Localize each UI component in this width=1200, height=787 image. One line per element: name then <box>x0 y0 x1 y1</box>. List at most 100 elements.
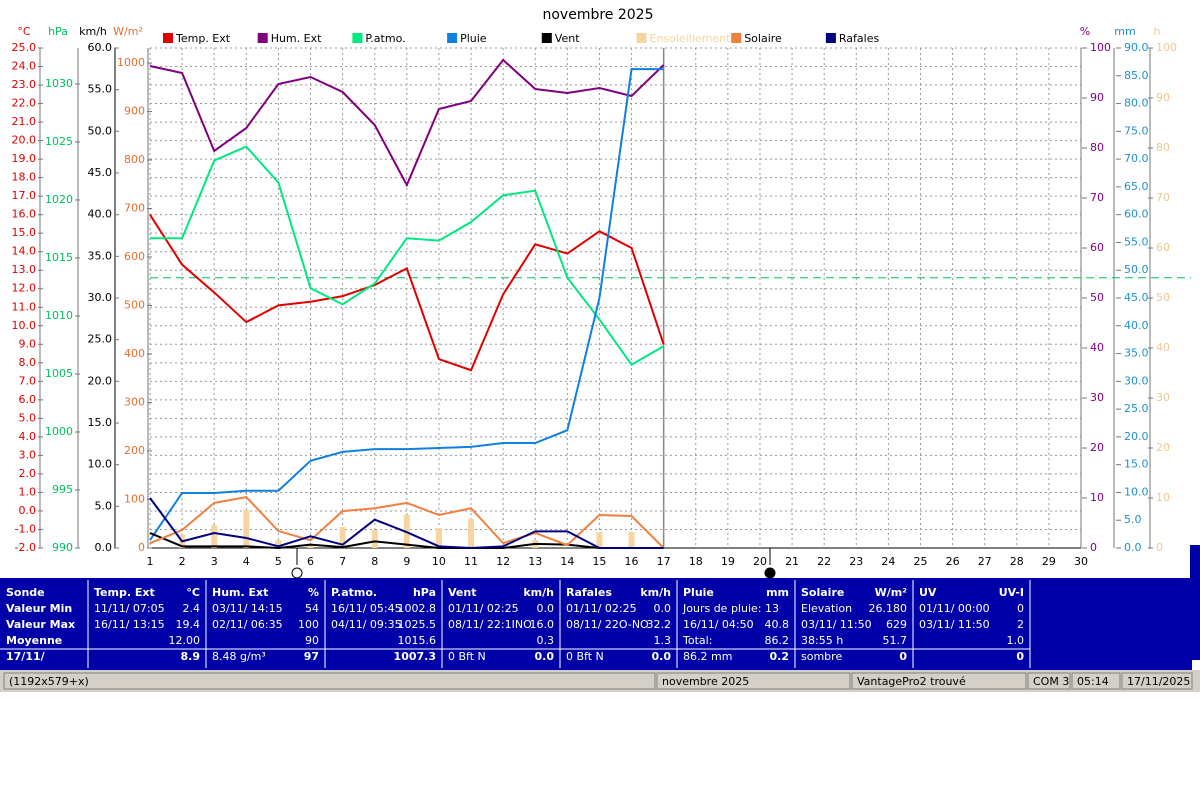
y-tick-label: 16.0 <box>12 208 37 221</box>
bar <box>596 532 603 548</box>
cell-value: 2 <box>1017 618 1024 631</box>
cell-left: 01/11/ 02:25 <box>566 602 637 615</box>
cell-value: 1015.6 <box>398 634 437 647</box>
y-tick-label: 1015 <box>45 251 73 264</box>
x-tick-label: 9 <box>403 555 410 568</box>
y-tick-label: 15.0 <box>12 226 37 239</box>
cell-value: 0.0 <box>535 650 555 663</box>
cell-left: 8.48 g/m³ <box>212 650 266 663</box>
y-tick-label: 800 <box>124 153 145 166</box>
y-tick-label: 50.0 <box>88 124 113 137</box>
y-tick-label: 23.0 <box>12 78 37 91</box>
status-text: novembre 2025 <box>662 675 749 688</box>
cell-value: 12.00 <box>169 634 201 647</box>
y-tick-label: 85.0 <box>1124 69 1149 82</box>
bar <box>628 532 635 548</box>
x-tick-label: 16 <box>625 555 639 568</box>
axis-unit: mm <box>1114 25 1135 38</box>
cell-value: 100 <box>298 618 319 631</box>
series-line <box>149 68 664 541</box>
legend-label: Ensoleillement <box>650 32 732 45</box>
panel-unit: % <box>308 586 319 599</box>
y-tick-label: 900 <box>124 105 145 118</box>
y-tick-label: 45.0 <box>1124 291 1149 304</box>
status-cell <box>1071 672 1121 690</box>
bar <box>339 527 346 548</box>
panel-title: P.atmo. <box>331 586 377 599</box>
y-tick-label: 6.0 <box>19 393 37 406</box>
cell-left: Jours de pluie: 13 <box>682 602 779 615</box>
y-tick-label: 1.0 <box>19 485 37 498</box>
x-tick-label: 11 <box>464 555 478 568</box>
y-tick-label: 995 <box>52 483 73 496</box>
axis-unit: W/m² <box>113 25 143 38</box>
legend-swatch <box>731 33 742 43</box>
x-tick-label: 2 <box>179 555 186 568</box>
y-tick-label: 35.0 <box>1124 347 1149 360</box>
y-tick-label: 70.0 <box>1124 152 1149 165</box>
cell-left: 03/11/ 11:50 <box>801 618 872 631</box>
bar <box>307 545 314 548</box>
cell-value: 0.0 <box>654 602 672 615</box>
bar <box>211 525 218 548</box>
y-tick-label: 1005 <box>45 367 73 380</box>
status-cell <box>1121 672 1193 690</box>
y-tick-label: -1.0 <box>15 522 36 535</box>
bar <box>243 510 250 548</box>
y-tick-label: 30 <box>1090 391 1104 404</box>
cell-left: 86.2 mm <box>683 650 732 663</box>
cell-left: 01/11/ 02:25 <box>448 602 519 615</box>
panel-title: Solaire <box>801 586 844 599</box>
y-tick-label: 2.0 <box>19 467 37 480</box>
y-tick-label: 30 <box>1156 391 1170 404</box>
y-tick-label: 5.0 <box>19 411 37 424</box>
status-text: (1192x579+x) <box>9 675 89 688</box>
legend-label: P.atmo. <box>365 32 405 45</box>
series-line <box>149 495 665 549</box>
x-tick-label: 4 <box>243 555 250 568</box>
y-tick-label: 13.0 <box>12 263 37 276</box>
status-bar <box>0 670 1200 692</box>
cell-value: 1.3 <box>654 634 672 647</box>
row-label: Valeur Min <box>6 602 72 615</box>
x-tick-label: 30 <box>1074 555 1088 568</box>
legend-label: Pluie <box>460 32 487 45</box>
y-tick-label: 50 <box>1090 291 1104 304</box>
moon-marker <box>291 567 303 579</box>
y-tick-label: 70 <box>1156 191 1170 204</box>
y-tick-label: 0.0 <box>1124 541 1142 554</box>
x-tick-label: 25 <box>913 555 927 568</box>
y-tick-label: 0.0 <box>19 504 37 517</box>
status-text: 05:14 <box>1077 675 1109 688</box>
cell-value: 1025.5 <box>398 618 437 631</box>
y-tick-label: 60 <box>1090 241 1104 254</box>
y-tick-label: 45.0 <box>88 166 113 179</box>
y-tick-label: -2.0 <box>15 541 36 554</box>
y-tick-label: 75.0 <box>1124 124 1149 137</box>
y-tick-label: 18.0 <box>12 171 37 184</box>
cell-value: 19.4 <box>176 618 201 631</box>
cell-value: 0.0 <box>652 650 672 663</box>
panel-title: Vent <box>448 586 476 599</box>
x-tick-label: 17 <box>657 555 671 568</box>
cell-left: 03/11/ 11:50 <box>919 618 990 631</box>
y-tick-label: 5.0 <box>95 499 113 512</box>
cell-value: 0 <box>899 650 907 663</box>
status-cell <box>851 672 1027 690</box>
legend-swatch <box>352 33 363 43</box>
legend-swatch <box>541 33 552 43</box>
y-tick-label: 0 <box>1156 541 1163 554</box>
y-tick-label: 600 <box>124 250 145 263</box>
y-tick-label: 70 <box>1090 191 1104 204</box>
x-tick-label: 1 <box>147 555 154 568</box>
y-tick-label: 19.0 <box>12 152 37 165</box>
row-label: 17/11/ <box>6 650 46 663</box>
bar <box>468 519 475 548</box>
x-tick-label: 15 <box>592 555 606 568</box>
status-cell <box>1027 672 1071 690</box>
y-tick-label: 7.0 <box>19 374 37 387</box>
panel-unit: km/h <box>640 586 671 599</box>
x-tick-label: 28 <box>1010 555 1024 568</box>
cell-value: 0.2 <box>770 650 790 663</box>
panel-unit: UV-I <box>999 586 1024 599</box>
